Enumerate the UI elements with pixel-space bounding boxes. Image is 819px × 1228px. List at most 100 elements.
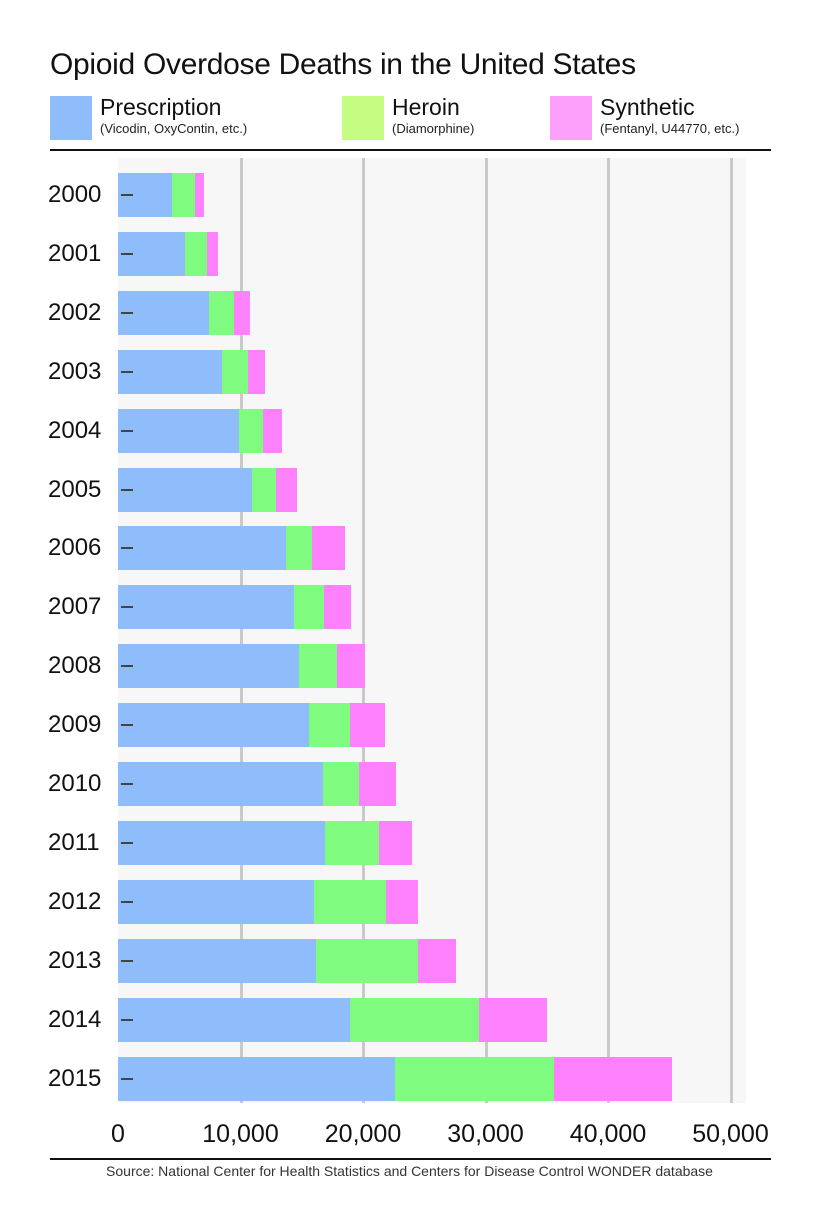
y-axis-label: 2004	[48, 416, 102, 444]
bar-segment-prescription	[118, 526, 286, 571]
legend-swatch-prescription	[50, 96, 92, 140]
bar-segment-synthetic	[359, 762, 397, 806]
bar-segment-synthetic	[247, 349, 265, 394]
legend-label: Synthetic	[600, 94, 695, 120]
y-axis-label: 2012	[48, 887, 102, 915]
y-tick	[121, 665, 133, 668]
x-axis-label: 0	[111, 1120, 125, 1148]
bar-segment-synthetic	[418, 938, 457, 983]
y-axis-label: 2014	[48, 1005, 102, 1033]
y-axis-label: 2006	[48, 534, 102, 562]
top-divider	[50, 149, 771, 151]
bar-segment-heroin	[349, 997, 480, 1042]
bar-segment-prescription	[118, 820, 326, 865]
y-axis-label: 2009	[48, 711, 102, 739]
bottom-divider	[50, 1158, 771, 1160]
y-axis-label: 2015	[48, 1064, 102, 1092]
bar-segment-heroin	[322, 762, 360, 806]
y-tick	[121, 783, 133, 785]
y-tick	[121, 606, 133, 609]
bar-segment-prescription	[118, 1056, 395, 1101]
y-tick	[121, 370, 133, 373]
gridline	[607, 158, 610, 1103]
bar-segment-heroin	[251, 467, 277, 512]
y-axis-label: 2007	[48, 593, 102, 621]
y-axis-label: 2005	[48, 475, 102, 503]
legend-sublabel: (Vicodin, OxyContin, etc.)	[100, 121, 248, 136]
bar-segment-synthetic	[479, 997, 547, 1042]
bar-segment-heroin	[222, 349, 248, 394]
bar-segment-prescription	[118, 290, 209, 335]
y-axis-label: 2002	[48, 298, 102, 326]
bar-segment-synthetic	[337, 644, 366, 689]
bar-segment-synthetic	[262, 408, 283, 453]
bar-segment-heroin	[394, 1056, 555, 1101]
plot-area	[118, 158, 746, 1103]
bar-segment-heroin	[299, 644, 338, 689]
bar-segment-heroin	[171, 173, 196, 217]
bar-segment-synthetic	[386, 879, 419, 924]
y-axis-label: 2013	[48, 946, 102, 974]
bar-segment-synthetic	[195, 173, 204, 217]
y-tick	[121, 488, 133, 491]
y-axis-label: 2010	[48, 770, 102, 797]
bar-segment-heroin	[316, 938, 419, 983]
chart-title: Opioid Overdose Deaths in the United Sta…	[50, 48, 636, 81]
legend-swatch-synthetic	[550, 96, 592, 140]
legend-label: Heroin	[392, 94, 460, 120]
bar-segment-synthetic	[378, 820, 412, 865]
x-axis-label: 30,000	[447, 1120, 524, 1148]
y-tick	[121, 547, 133, 550]
y-axis-label: 2008	[48, 652, 102, 680]
gridline	[729, 158, 733, 1103]
legend-sublabel: (Fentanyl, U44770, etc.)	[600, 121, 740, 136]
bar-segment-prescription	[118, 467, 252, 512]
bar-segment-prescription	[118, 703, 310, 748]
bar-segment-synthetic	[207, 231, 219, 276]
bar-segment-heroin	[325, 820, 379, 865]
y-axis-label: 2011	[48, 828, 100, 856]
y-tick	[121, 724, 133, 727]
x-axis-label: 10,000	[202, 1120, 279, 1148]
x-axis-label: 40,000	[569, 1120, 647, 1148]
x-axis-label: 50,000	[692, 1120, 769, 1148]
bar-segment-synthetic	[554, 1056, 672, 1101]
bar-segment-heroin	[314, 879, 387, 924]
bar-segment-prescription	[118, 644, 300, 689]
gridline	[362, 158, 365, 1103]
source-note: Source: National Center for Health Stati…	[106, 1163, 713, 1179]
y-tick	[121, 900, 133, 903]
y-axis-label: 2000	[48, 181, 102, 208]
y-tick	[121, 841, 133, 844]
y-tick	[121, 1018, 133, 1021]
bar-segment-synthetic	[311, 526, 345, 571]
bar-segment-heroin	[294, 585, 324, 630]
x-axis-label: 20,000	[324, 1120, 402, 1148]
bar-segment-prescription	[118, 762, 323, 806]
bar-segment-heroin	[208, 290, 235, 335]
gridline	[239, 158, 243, 1103]
y-tick	[121, 429, 133, 432]
gridline	[484, 158, 488, 1103]
bar-segment-synthetic	[323, 585, 351, 630]
bar-segment-synthetic	[349, 703, 386, 748]
bar-segment-prescription	[118, 879, 314, 924]
legend-sublabel: (Diamorphine)	[392, 121, 475, 136]
y-axis-label: 2003	[48, 357, 102, 385]
bar-segment-heroin	[285, 526, 312, 571]
bar-segment-prescription	[118, 997, 350, 1042]
bar-segment-prescription	[118, 938, 317, 983]
y-tick	[121, 194, 133, 196]
y-tick	[121, 252, 133, 255]
bar-segment-prescription	[118, 349, 223, 394]
legend-label: Prescription	[100, 94, 222, 120]
legend-swatch-heroin	[342, 96, 384, 140]
y-tick	[121, 311, 133, 314]
bar-segment-synthetic	[276, 467, 297, 512]
bar-segment-prescription	[118, 408, 240, 453]
bar-segment-heroin	[239, 408, 263, 453]
y-tick	[121, 1077, 133, 1080]
y-axis-label: 2001	[48, 239, 102, 267]
bar-segment-heroin	[185, 231, 208, 276]
bar-segment-heroin	[309, 703, 350, 748]
